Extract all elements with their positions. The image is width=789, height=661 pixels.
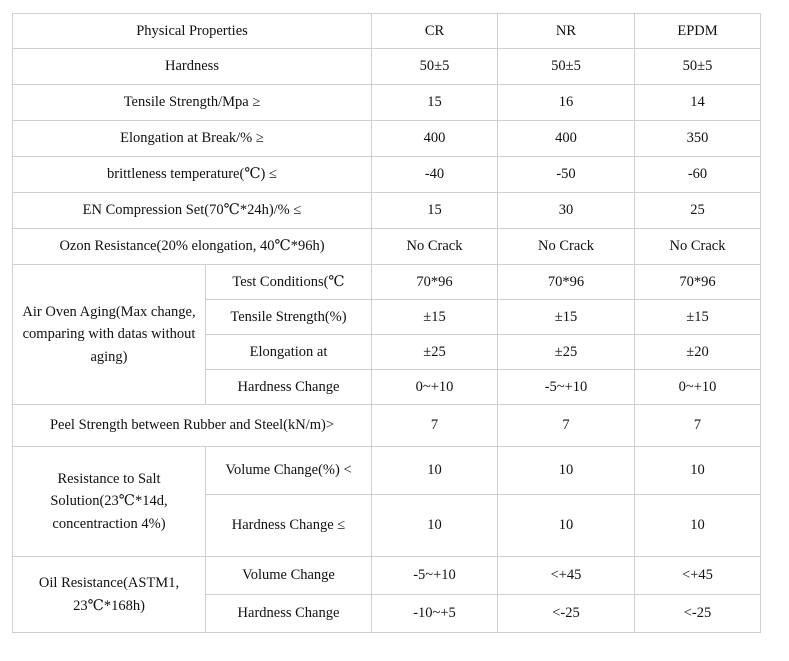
cell-epdm: ±15 bbox=[634, 299, 761, 335]
sub-label: Elongation at bbox=[205, 334, 372, 370]
cell-epdm: 350 bbox=[634, 120, 761, 157]
table-row: brittleness temperature(℃) ≤ -40 -50 -60 bbox=[12, 156, 761, 193]
cell-nr: -5~+10 bbox=[497, 369, 635, 405]
cell-cr: 10 bbox=[371, 446, 498, 495]
cell-cr: 15 bbox=[371, 192, 498, 229]
table-row: Hardness 50±5 50±5 50±5 bbox=[12, 48, 761, 85]
table-row: Tensile Strength/Mpa ≥ 15 16 14 bbox=[12, 84, 761, 121]
cell-epdm: 70*96 bbox=[634, 264, 761, 300]
header-nr: NR bbox=[497, 13, 635, 49]
cell-cr: 400 bbox=[371, 120, 498, 157]
cell-nr: 50±5 bbox=[497, 48, 635, 85]
cell-epdm: -60 bbox=[634, 156, 761, 193]
row-label: Tensile Strength/Mpa ≥ bbox=[12, 84, 372, 121]
sub-label: Tensile Strength(%) bbox=[205, 299, 372, 335]
cell-cr: 70*96 bbox=[371, 264, 498, 300]
cell-cr: -5~+10 bbox=[371, 556, 498, 595]
cell-cr: 10 bbox=[371, 494, 498, 557]
cell-nr: ±25 bbox=[497, 334, 635, 370]
cell-epdm: 50±5 bbox=[634, 48, 761, 85]
row-label: EN Compression Set(70℃*24h)/% ≤ bbox=[12, 192, 372, 229]
cell-nr: 10 bbox=[497, 494, 635, 557]
cell-cr: -10~+5 bbox=[371, 594, 498, 633]
cell-cr: 50±5 bbox=[371, 48, 498, 85]
cell-nr: ±15 bbox=[497, 299, 635, 335]
group-label: Air Oven Aging(Max change, comparing wit… bbox=[12, 264, 206, 405]
cell-epdm: ±20 bbox=[634, 334, 761, 370]
table-row: Physical Properties CR NR EPDM bbox=[12, 13, 761, 49]
table-row: Hardness Change -10~+5 <-25 <-25 bbox=[13, 594, 761, 633]
cell-epdm: <-25 bbox=[634, 594, 761, 633]
cell-nr: <+45 bbox=[497, 556, 635, 595]
table-row: Ozon Resistance(20% elongation, 40℃*96h)… bbox=[12, 228, 761, 265]
table-row: Air Oven Aging(Max change, comparing wit… bbox=[12, 264, 761, 405]
table-row: Hardness Change 0~+10 -5~+10 0~+10 bbox=[13, 369, 761, 405]
cell-nr: 7 bbox=[497, 404, 635, 447]
cell-cr: 15 bbox=[371, 84, 498, 121]
sub-label: Test Conditions(℃ bbox=[205, 264, 372, 300]
row-label: Elongation at Break/% ≥ bbox=[12, 120, 372, 157]
sub-label: Hardness Change ≤ bbox=[205, 494, 372, 557]
group-label: Resistance to Salt Solution(23℃*14d, con… bbox=[12, 446, 206, 557]
properties-table: Physical Properties CR NR EPDM Hardness … bbox=[12, 13, 761, 633]
header-property: Physical Properties bbox=[12, 13, 372, 49]
cell-epdm: 14 bbox=[634, 84, 761, 121]
cell-nr: 400 bbox=[497, 120, 635, 157]
cell-nr: 16 bbox=[497, 84, 635, 121]
table-row: Hardness Change ≤ 10 10 10 bbox=[13, 494, 761, 557]
table-row: Peel Strength between Rubber and Steel(k… bbox=[12, 404, 761, 447]
table-row: Elongation at ±25 ±25 ±20 bbox=[13, 334, 761, 370]
cell-cr: 0~+10 bbox=[371, 369, 498, 405]
cell-epdm: <+45 bbox=[634, 556, 761, 595]
cell-epdm: 10 bbox=[634, 494, 761, 557]
cell-epdm: No Crack bbox=[634, 228, 761, 265]
cell-cr: ±15 bbox=[371, 299, 498, 335]
row-label: Ozon Resistance(20% elongation, 40℃*96h) bbox=[12, 228, 372, 265]
table-row: Elongation at Break/% ≥ 400 400 350 bbox=[12, 120, 761, 157]
cell-cr: ±25 bbox=[371, 334, 498, 370]
sub-label: Hardness Change bbox=[205, 369, 372, 405]
group-label: Oil Resistance(ASTM1, 23℃*168h) bbox=[12, 556, 206, 633]
table-row: Oil Resistance(ASTM1, 23℃*168h) Volume C… bbox=[12, 556, 761, 633]
header-cr: CR bbox=[371, 13, 498, 49]
table-row: Tensile Strength(%) ±15 ±15 ±15 bbox=[13, 299, 761, 335]
cell-cr: No Crack bbox=[371, 228, 498, 265]
table-row: EN Compression Set(70℃*24h)/% ≤ 15 30 25 bbox=[12, 192, 761, 229]
cell-nr: No Crack bbox=[497, 228, 635, 265]
cell-epdm: 0~+10 bbox=[634, 369, 761, 405]
cell-nr: <-25 bbox=[497, 594, 635, 633]
sub-label: Hardness Change bbox=[205, 594, 372, 633]
cell-cr: 7 bbox=[371, 404, 498, 447]
cell-nr: 30 bbox=[497, 192, 635, 229]
cell-nr: 10 bbox=[497, 446, 635, 495]
cell-nr: -50 bbox=[497, 156, 635, 193]
sub-label: Volume Change(%) < bbox=[205, 446, 372, 495]
row-label: Peel Strength between Rubber and Steel(k… bbox=[12, 404, 372, 447]
row-label: brittleness temperature(℃) ≤ bbox=[12, 156, 372, 193]
table-row: Resistance to Salt Solution(23℃*14d, con… bbox=[12, 446, 761, 557]
cell-cr: -40 bbox=[371, 156, 498, 193]
cell-epdm: 7 bbox=[634, 404, 761, 447]
header-epdm: EPDM bbox=[634, 13, 761, 49]
cell-nr: 70*96 bbox=[497, 264, 635, 300]
sub-label: Volume Change bbox=[205, 556, 372, 595]
cell-epdm: 25 bbox=[634, 192, 761, 229]
cell-epdm: 10 bbox=[634, 446, 761, 495]
row-label: Hardness bbox=[12, 48, 372, 85]
